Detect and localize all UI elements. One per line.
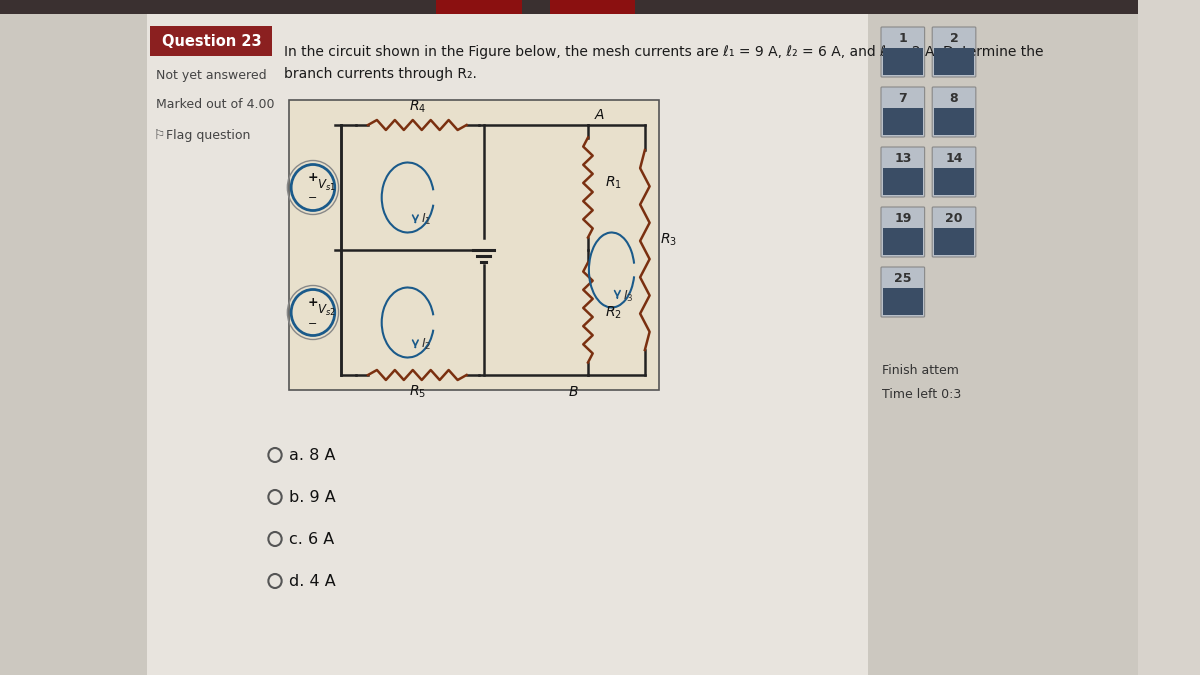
FancyBboxPatch shape	[146, 14, 868, 675]
Text: +: +	[307, 296, 318, 309]
Text: 19: 19	[894, 212, 912, 225]
Text: Time left 0:3: Time left 0:3	[882, 389, 961, 402]
Text: $R_1$: $R_1$	[605, 174, 622, 191]
Text: $B$: $B$	[569, 385, 580, 399]
FancyBboxPatch shape	[883, 168, 923, 194]
Text: $I_2$: $I_2$	[421, 337, 431, 352]
Text: $I_3$: $I_3$	[623, 288, 634, 304]
FancyBboxPatch shape	[932, 147, 976, 197]
Text: $R_5$: $R_5$	[409, 384, 426, 400]
Text: ⚐: ⚐	[154, 128, 164, 142]
Text: 1: 1	[899, 32, 907, 45]
Text: +: +	[307, 171, 318, 184]
FancyBboxPatch shape	[934, 108, 974, 134]
FancyBboxPatch shape	[0, 0, 1138, 14]
FancyBboxPatch shape	[881, 267, 925, 317]
Text: Flag question: Flag question	[166, 128, 251, 142]
FancyBboxPatch shape	[932, 27, 976, 77]
Text: $V_{s2}$: $V_{s2}$	[317, 303, 336, 318]
FancyBboxPatch shape	[932, 87, 976, 137]
Text: Not yet answered: Not yet answered	[156, 68, 268, 82]
Text: a. 8 A: a. 8 A	[289, 448, 336, 462]
Text: b. 9 A: b. 9 A	[289, 489, 336, 504]
Text: branch currents through R₂.: branch currents through R₂.	[284, 67, 478, 81]
Text: d. 4 A: d. 4 A	[289, 574, 336, 589]
Text: 8: 8	[949, 92, 959, 105]
Text: 20: 20	[946, 212, 962, 225]
FancyBboxPatch shape	[0, 14, 146, 675]
FancyBboxPatch shape	[550, 0, 635, 14]
FancyBboxPatch shape	[289, 100, 659, 390]
FancyBboxPatch shape	[883, 48, 923, 74]
FancyBboxPatch shape	[881, 147, 925, 197]
Text: Finish attem: Finish attem	[882, 364, 959, 377]
FancyBboxPatch shape	[881, 207, 925, 257]
Text: Marked out of 4.00: Marked out of 4.00	[156, 99, 275, 111]
Text: 13: 13	[894, 152, 912, 165]
Text: $R_3$: $R_3$	[660, 232, 677, 248]
FancyBboxPatch shape	[883, 288, 923, 315]
Text: Question 23: Question 23	[162, 34, 262, 49]
Text: c. 6 A: c. 6 A	[289, 531, 335, 547]
FancyBboxPatch shape	[437, 0, 522, 14]
FancyBboxPatch shape	[868, 14, 1138, 675]
FancyBboxPatch shape	[150, 26, 272, 56]
FancyBboxPatch shape	[881, 87, 925, 137]
Text: −: −	[308, 319, 318, 329]
Text: 25: 25	[894, 272, 912, 285]
Text: 7: 7	[899, 92, 907, 105]
FancyBboxPatch shape	[934, 228, 974, 254]
Text: $R_4$: $R_4$	[409, 99, 426, 115]
Text: In the circuit shown in the Figure below, the mesh currents are ℓ₁ = 9 A, ℓ₂ = 6: In the circuit shown in the Figure below…	[284, 45, 1044, 59]
Text: 2: 2	[949, 32, 959, 45]
FancyBboxPatch shape	[934, 48, 974, 74]
Text: 14: 14	[946, 152, 962, 165]
Text: $A$: $A$	[594, 108, 605, 122]
FancyBboxPatch shape	[932, 207, 976, 257]
FancyBboxPatch shape	[883, 108, 923, 134]
Text: $R_2$: $R_2$	[605, 304, 622, 321]
Text: −: −	[308, 194, 318, 203]
Text: $I_1$: $I_1$	[421, 212, 432, 227]
Text: $V_{s1}$: $V_{s1}$	[317, 178, 336, 193]
FancyBboxPatch shape	[883, 228, 923, 254]
FancyBboxPatch shape	[881, 27, 925, 77]
FancyBboxPatch shape	[934, 168, 974, 194]
